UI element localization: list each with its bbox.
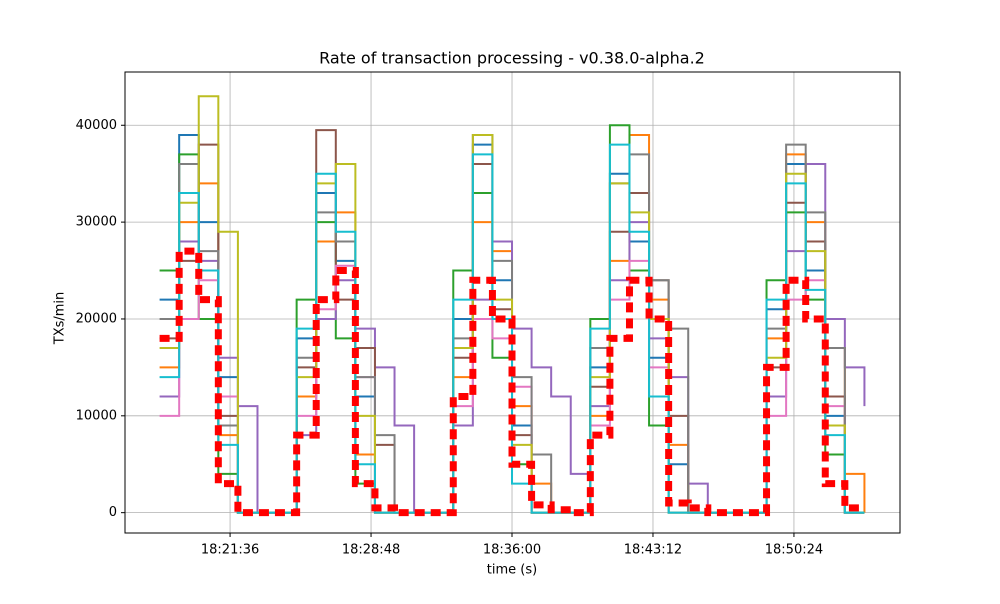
x-tick-label: 18:28:48 [342, 543, 400, 558]
plot-frame [124, 71, 901, 534]
data-line [159, 247, 865, 517]
y-tick-label: 10000 [76, 408, 117, 423]
chart-title: Rate of transaction processing - v0.38.0… [319, 49, 705, 68]
y-tick-label: 30000 [76, 215, 117, 230]
x-tick-label: 18:36:00 [483, 543, 541, 558]
y-tick-label: 20000 [76, 311, 117, 326]
y-tick-label: 40000 [76, 118, 117, 133]
x-tick-label: 18:43:12 [624, 543, 682, 558]
x-axis-label: time (s) [487, 563, 537, 578]
y-axis-label: TXs/min [53, 292, 68, 346]
y-tick-label: 0 [109, 505, 117, 520]
x-tick-label: 18:21:36 [201, 543, 259, 558]
x-tick-label: 18:50:24 [765, 543, 823, 558]
